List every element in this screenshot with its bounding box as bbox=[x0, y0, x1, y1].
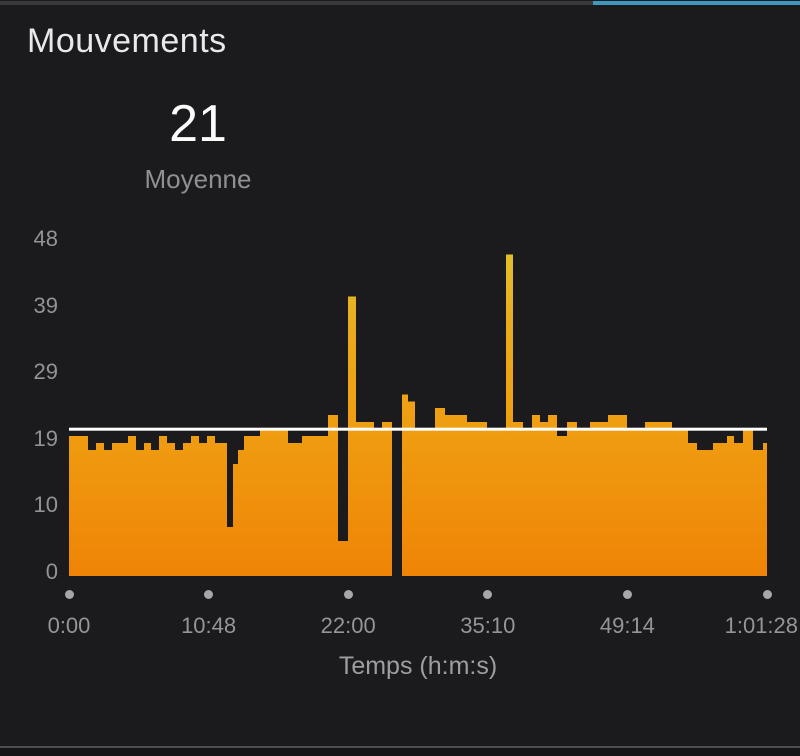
bar-plot[interactable] bbox=[69, 230, 767, 576]
x-tick-dot bbox=[483, 590, 493, 599]
x-axis-title: Temps (h:m:s) bbox=[338, 652, 498, 680]
bar[interactable] bbox=[167, 443, 175, 576]
bar[interactable] bbox=[159, 436, 167, 576]
bar[interactable] bbox=[238, 450, 244, 576]
bar[interactable] bbox=[356, 422, 374, 576]
bar[interactable] bbox=[104, 450, 112, 576]
bottom-divider bbox=[0, 746, 800, 756]
bar[interactable] bbox=[88, 450, 96, 576]
bar[interactable] bbox=[128, 436, 136, 576]
average-value: 21 bbox=[169, 95, 227, 153]
y-tick-label: 19 bbox=[33, 425, 58, 451]
x-tick-dot bbox=[204, 590, 214, 599]
x-tick-label: 35:10 bbox=[460, 613, 516, 638]
bar[interactable] bbox=[144, 443, 151, 576]
bar[interactable] bbox=[408, 401, 415, 576]
y-tick-label: 0 bbox=[45, 559, 58, 584]
bar[interactable] bbox=[415, 429, 435, 576]
bar[interactable] bbox=[215, 443, 227, 576]
bar[interactable] bbox=[199, 443, 207, 576]
bar[interactable] bbox=[506, 254, 513, 576]
bar[interactable] bbox=[567, 422, 577, 576]
bar[interactable] bbox=[233, 464, 238, 576]
bar-series[interactable] bbox=[69, 254, 767, 576]
bar[interactable] bbox=[763, 443, 767, 576]
bar[interactable] bbox=[191, 436, 199, 576]
average-line bbox=[69, 427, 767, 431]
y-tick-label: 29 bbox=[33, 359, 58, 385]
bar[interactable] bbox=[540, 422, 548, 576]
bar[interactable] bbox=[548, 415, 557, 576]
bar[interactable] bbox=[112, 443, 128, 576]
bar[interactable] bbox=[608, 415, 627, 576]
y-tick-label: 39 bbox=[33, 292, 58, 318]
bar[interactable] bbox=[523, 429, 532, 576]
bar[interactable] bbox=[151, 450, 159, 576]
bar[interactable] bbox=[487, 429, 506, 576]
bar[interactable] bbox=[328, 415, 338, 576]
bar[interactable] bbox=[338, 541, 348, 576]
x-tick-dot bbox=[762, 590, 772, 599]
page-title: Mouvements bbox=[27, 22, 227, 60]
bar[interactable] bbox=[734, 443, 743, 576]
bar[interactable] bbox=[513, 422, 523, 576]
bar[interactable] bbox=[402, 394, 408, 576]
bar[interactable] bbox=[532, 415, 540, 576]
average-label: Moyenne bbox=[144, 164, 252, 194]
bar[interactable] bbox=[727, 436, 734, 576]
bar[interactable] bbox=[455, 415, 467, 576]
bar[interactable] bbox=[260, 429, 288, 576]
bar[interactable] bbox=[96, 443, 104, 576]
y-tick-label: 48 bbox=[33, 226, 58, 251]
bar[interactable] bbox=[302, 436, 328, 576]
bar[interactable] bbox=[627, 429, 645, 576]
bar[interactable] bbox=[288, 443, 302, 576]
bar[interactable] bbox=[577, 429, 590, 576]
x-tick-dot bbox=[622, 590, 632, 599]
scroll-indicator-thumb[interactable] bbox=[593, 1, 800, 5]
bar[interactable] bbox=[69, 436, 88, 576]
bar[interactable] bbox=[382, 422, 392, 576]
bar[interactable] bbox=[207, 436, 215, 576]
bar[interactable] bbox=[435, 408, 445, 576]
bar[interactable] bbox=[244, 436, 260, 576]
x-tick-label: 10:48 bbox=[181, 613, 237, 638]
bar[interactable] bbox=[645, 422, 672, 576]
bar[interactable] bbox=[445, 415, 455, 576]
bar[interactable] bbox=[753, 450, 763, 576]
bar[interactable] bbox=[590, 422, 608, 576]
x-tick-label: 0:00 bbox=[47, 613, 91, 638]
bar[interactable] bbox=[743, 429, 753, 576]
x-tick-dot bbox=[64, 590, 74, 599]
bar[interactable] bbox=[227, 527, 233, 576]
x-tick-label: 1:01:28 bbox=[724, 613, 798, 638]
bar[interactable] bbox=[175, 450, 183, 576]
bar[interactable] bbox=[467, 422, 487, 576]
x-tick-label: 49:14 bbox=[599, 613, 655, 638]
x-tick-label: 22:00 bbox=[320, 613, 376, 638]
x-tick-dot bbox=[343, 590, 353, 599]
bar[interactable] bbox=[697, 450, 713, 576]
bar[interactable] bbox=[136, 450, 144, 576]
bar[interactable] bbox=[374, 429, 382, 576]
bar[interactable] bbox=[557, 436, 567, 576]
scroll-indicator-track[interactable] bbox=[0, 1, 800, 5]
bar[interactable] bbox=[183, 443, 191, 576]
y-tick-label: 10 bbox=[33, 492, 58, 518]
bar[interactable] bbox=[672, 429, 688, 576]
bar[interactable] bbox=[348, 296, 356, 576]
bar[interactable] bbox=[713, 443, 727, 576]
bar[interactable] bbox=[688, 443, 697, 576]
